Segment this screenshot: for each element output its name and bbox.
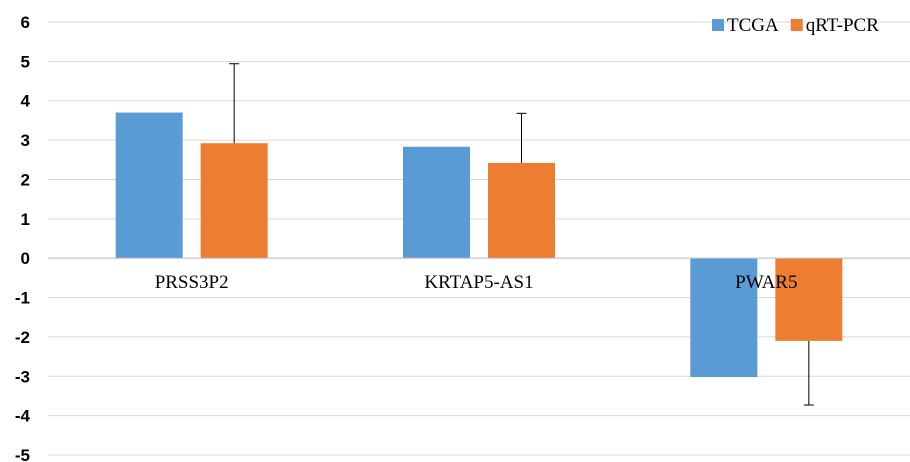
y-tick-label: 0 <box>21 249 30 268</box>
y-tick-label: 1 <box>21 210 30 229</box>
legend-label: qRT-PCR <box>806 15 879 36</box>
error-bars <box>229 63 814 406</box>
y-axis-ticks: 6 5 4 3 2 1 0 -1 -2 -3 -4 -5 <box>15 13 31 462</box>
category-label: PWAR5 <box>735 272 797 293</box>
bar-tcga-prss3p2 <box>115 112 183 259</box>
legend-swatch <box>712 19 724 31</box>
category-label: PRSS3P2 <box>155 272 229 293</box>
bar-qrt-pcr-krtap5-as1 <box>488 162 555 259</box>
category-labels: PRSS3P2 KRTAP5-AS1 PWAR5 <box>155 272 798 293</box>
legend-label: TCGA <box>727 15 779 36</box>
bar-qrt-pcr-pwar5 <box>775 258 843 341</box>
legend-swatch <box>790 19 803 31</box>
bar-tcga-pwar5 <box>690 258 758 378</box>
y-tick-label: 4 <box>21 92 31 111</box>
category-label: KRTAP5-AS1 <box>424 272 533 293</box>
y-tick-label: 6 <box>21 13 30 32</box>
y-tick-label: 3 <box>21 131 30 150</box>
gridlines <box>48 21 910 456</box>
legend: TCGA qRT-PCR <box>712 15 879 36</box>
y-tick-label: -5 <box>15 446 30 462</box>
y-tick-label: -3 <box>15 367 30 386</box>
y-tick-label: 2 <box>21 170 30 189</box>
bar-tcga-krtap5-as1 <box>403 146 470 259</box>
y-tick-label: 5 <box>21 52 30 71</box>
bars <box>115 112 843 378</box>
y-tick-label: -1 <box>15 289 30 308</box>
y-tick-label: -4 <box>15 407 31 426</box>
bar-qrt-pcr-prss3p2 <box>200 143 268 259</box>
y-tick-label: -2 <box>15 328 30 347</box>
